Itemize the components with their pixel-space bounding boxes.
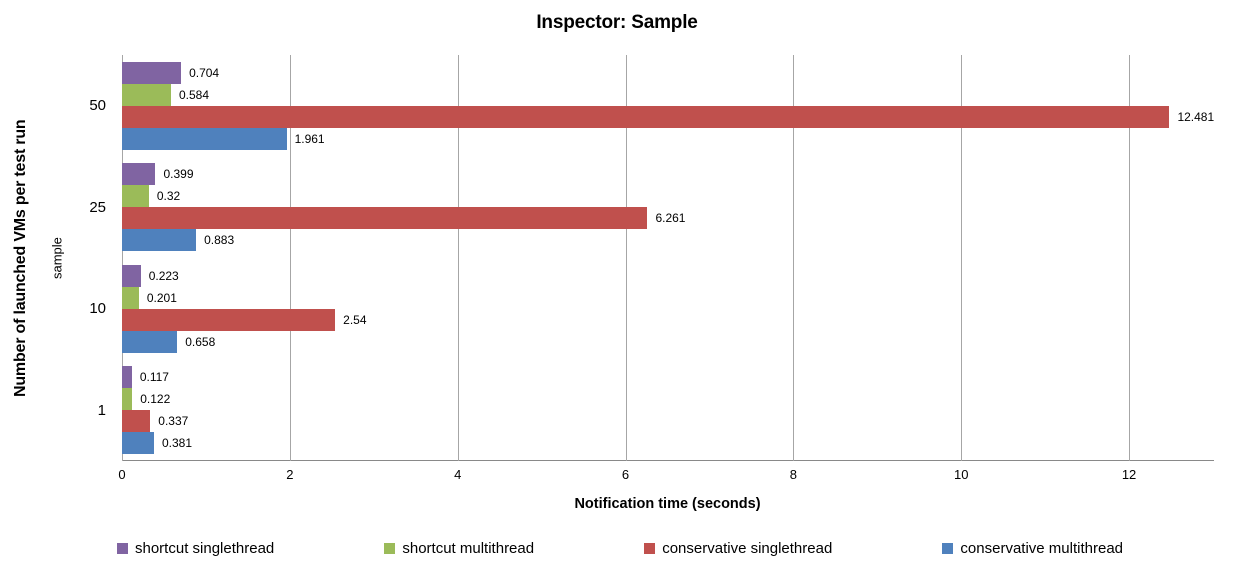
bar-row: 2.54	[122, 308, 1213, 331]
category-label: 10	[89, 300, 106, 318]
bar	[122, 410, 151, 433]
x-tick-label: 2	[286, 467, 294, 482]
bar-row: 0.32	[122, 185, 1213, 208]
bar-group: 0.223 0.201 2.54 0.658	[122, 258, 1213, 360]
x-tick-label: 4	[454, 467, 462, 482]
x-tick-label: 12	[1121, 467, 1137, 482]
bar-value-label: 0.658	[185, 334, 216, 349]
bar	[122, 388, 133, 411]
category-label: 1	[97, 401, 106, 419]
bar-row: 0.399	[122, 163, 1213, 186]
bar-value-label: 0.704	[189, 65, 220, 80]
gridline	[1129, 55, 1131, 461]
legend-label: shortcut multithread	[402, 539, 535, 557]
legend-item: conservative multithread	[942, 540, 1123, 557]
bar-row: 0.201	[122, 286, 1213, 309]
category-label: 50	[89, 97, 106, 115]
bar-group: 0.399 0.32 6.261 0.883	[122, 157, 1213, 259]
bar-value-label: 2.54	[343, 312, 367, 327]
legend: shortcut singlethread shortcut multithrea…	[117, 535, 1123, 561]
bar	[122, 105, 1170, 128]
legend-marker-icon	[117, 542, 128, 554]
bar-value-label: 0.883	[204, 233, 235, 248]
bar-row: 0.658	[122, 330, 1213, 353]
x-tick-label: 8	[789, 467, 797, 482]
bar	[122, 83, 171, 106]
gridline	[793, 55, 795, 461]
bar	[122, 264, 141, 287]
bar	[122, 366, 132, 389]
bar	[122, 127, 287, 150]
bar	[122, 61, 182, 84]
bar-row: 0.883	[122, 229, 1213, 252]
gridline	[289, 55, 291, 461]
legend-item: shortcut singlethread	[117, 540, 274, 557]
bar-row: 0.381	[122, 432, 1213, 455]
plot-area: 0.704 0.584 12.481 1.961 0.399 0.32 6.261 0.883…	[122, 55, 1215, 462]
bar-value-label: 0.399	[163, 167, 194, 182]
bar-group: 0.117 0.122 0.337 0.381	[122, 360, 1213, 462]
gridline	[961, 55, 963, 461]
bar-value-label: 0.32	[156, 189, 181, 204]
bar	[122, 185, 149, 208]
bar-row: 0.122	[122, 388, 1213, 411]
x-tick-labels: 0 2 4 6 8 10 12	[118, 467, 1213, 483]
legend-marker-icon	[644, 542, 656, 554]
bar-value-label: 0.584	[179, 87, 210, 102]
bar	[122, 432, 154, 455]
x-tick-label: 10	[953, 467, 969, 482]
gridline	[457, 55, 459, 461]
bar-value-label: 0.117	[139, 370, 169, 385]
bar	[122, 330, 178, 353]
bar	[122, 308, 336, 331]
bar-value-label: 0.337	[158, 414, 189, 429]
x-tick-label: 0	[118, 467, 126, 482]
bar-value-label: 0.381	[161, 436, 192, 451]
y-axis-title: Number of launched VMs per test run	[12, 119, 29, 397]
x-axis-title: Notification time (seconds)	[574, 496, 761, 512]
gridline	[122, 55, 123, 461]
bar-row: 0.223	[122, 264, 1213, 287]
bar-value-label: 6.261	[655, 211, 686, 226]
bar	[122, 286, 139, 309]
bar-group: 0.704 0.584 12.481 1.961	[122, 55, 1215, 157]
x-axis-line	[122, 460, 1214, 461]
legend-item: shortcut multithread	[384, 540, 534, 557]
bar-row: 0.337	[122, 410, 1213, 433]
bar-row: 0.704	[122, 61, 1213, 84]
legend-marker-icon	[384, 542, 396, 554]
bar	[122, 207, 648, 230]
bar-value-label: 0.201	[146, 290, 177, 305]
bar-row: 6.261	[122, 207, 1213, 230]
bar-value-label: 1.961	[294, 131, 325, 146]
category-axis-labels: 50 25 10 1	[56, 55, 106, 461]
category-label: 25	[89, 198, 106, 216]
bar-value-label: 12.481	[1177, 109, 1215, 124]
bar	[122, 229, 197, 252]
bar-row: 0.117	[122, 366, 1213, 389]
bar-row: 1.961	[122, 127, 1213, 150]
chart-title: Inspector: Sample	[536, 12, 698, 33]
legend-label: conservative multithread	[960, 539, 1123, 557]
bar	[122, 163, 156, 186]
bar-row: 0.584	[122, 83, 1213, 106]
gridline	[625, 55, 627, 461]
legend-label: conservative singlethread	[662, 539, 833, 557]
legend-item: conservative singlethread	[644, 540, 832, 557]
bar-value-label: 0.122	[140, 392, 171, 407]
bar-row: 12.481	[122, 105, 1215, 128]
bar-value-label: 0.223	[148, 268, 179, 283]
x-tick-label: 6	[621, 467, 630, 482]
legend-label: shortcut singlethread	[135, 539, 275, 557]
legend-marker-icon	[942, 542, 954, 554]
